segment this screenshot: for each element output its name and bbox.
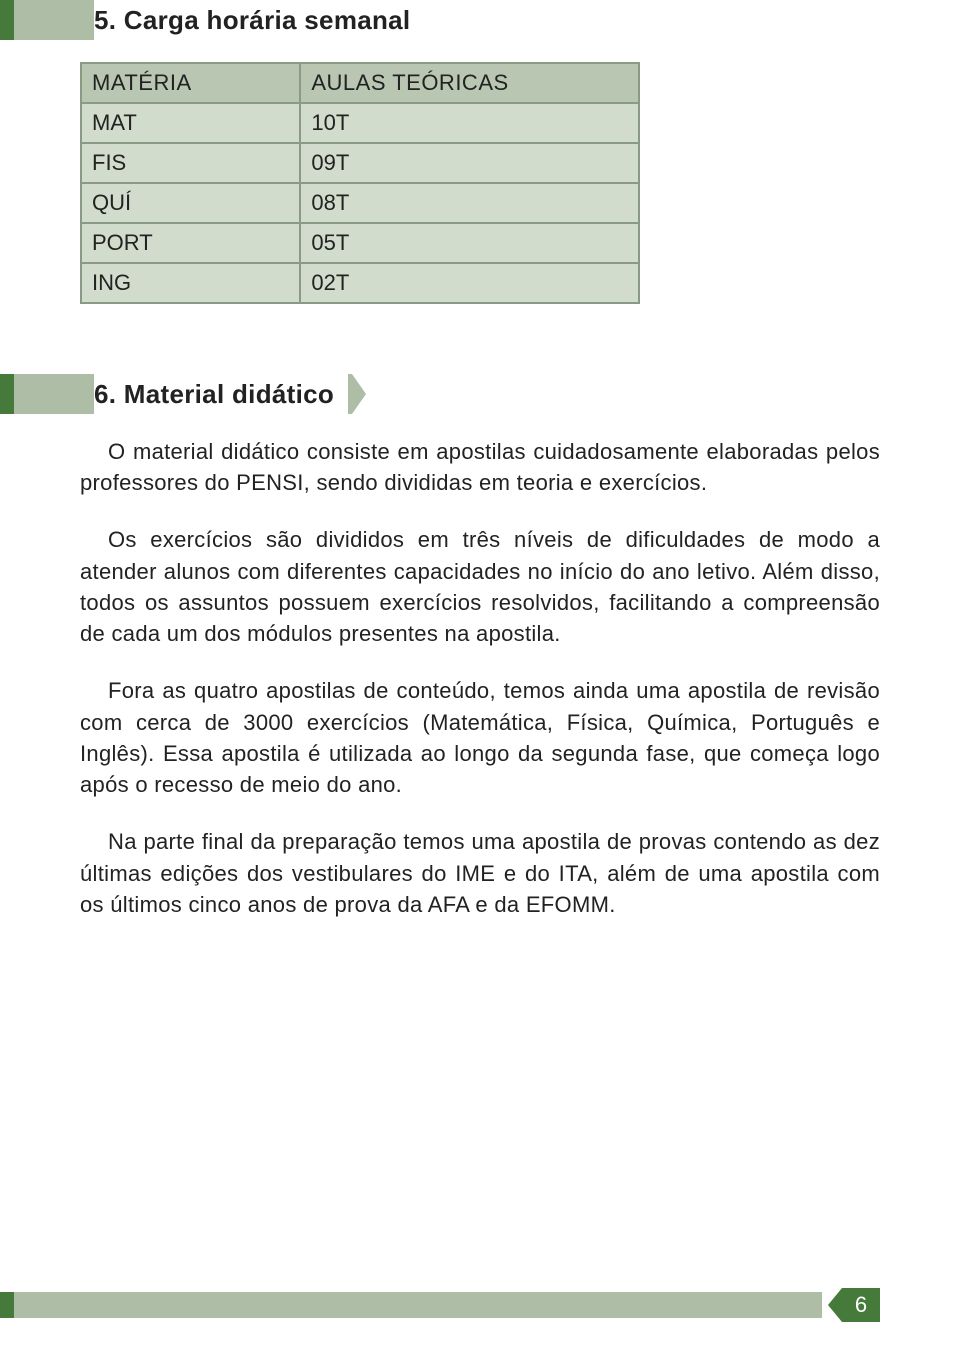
table-cell: QUÍ — [81, 183, 300, 223]
page-footer: 6 — [0, 1292, 960, 1318]
table-cell: FIS — [81, 143, 300, 183]
table-cell: 09T — [300, 143, 639, 183]
table-cell: 10T — [300, 103, 639, 143]
table-row: PORT 05T — [81, 223, 639, 263]
table-cell: ING — [81, 263, 300, 303]
table-cell: MAT — [81, 103, 300, 143]
page-number: 6 — [842, 1288, 880, 1322]
table-row: QUÍ 08T — [81, 183, 639, 223]
table-header-materia: MATÉRIA — [81, 63, 300, 103]
section-6-title: 6. Material didático — [94, 374, 348, 414]
table-row: FIS 09T — [81, 143, 639, 183]
table-row: MAT 10T — [81, 103, 639, 143]
weekly-hours-table: MATÉRIA AULAS TEÓRICAS MAT 10T FIS 09T Q… — [80, 62, 640, 304]
table-row: ING 02T — [81, 263, 639, 303]
section-6-paragraph-4: Na parte final da preparação temos uma a… — [80, 826, 880, 920]
section-6-paragraph-1: O material didático consiste em apostila… — [80, 436, 880, 498]
section-5-header-accent — [0, 0, 14, 40]
table-cell: 02T — [300, 263, 639, 303]
footer-accent — [0, 1292, 14, 1318]
table-cell: PORT — [81, 223, 300, 263]
section-6-header: 6. Material didático — [0, 374, 880, 414]
section-5-header: 5. Carga horária semanal — [0, 0, 880, 40]
section-6-paragraph-2: Os exercícios são divididos em três níve… — [80, 524, 880, 649]
table-header-aulas: AULAS TEÓRICAS — [300, 63, 639, 103]
section-6-header-accent — [0, 374, 14, 414]
section-5-title: 5. Carga horária semanal — [94, 0, 424, 40]
table-cell: 05T — [300, 223, 639, 263]
table-cell: 08T — [300, 183, 639, 223]
footer-bar — [0, 1292, 822, 1318]
section-6-paragraph-3: Fora as quatro apostilas de conteúdo, te… — [80, 675, 880, 800]
table-header-row: MATÉRIA AULAS TEÓRICAS — [81, 63, 639, 103]
